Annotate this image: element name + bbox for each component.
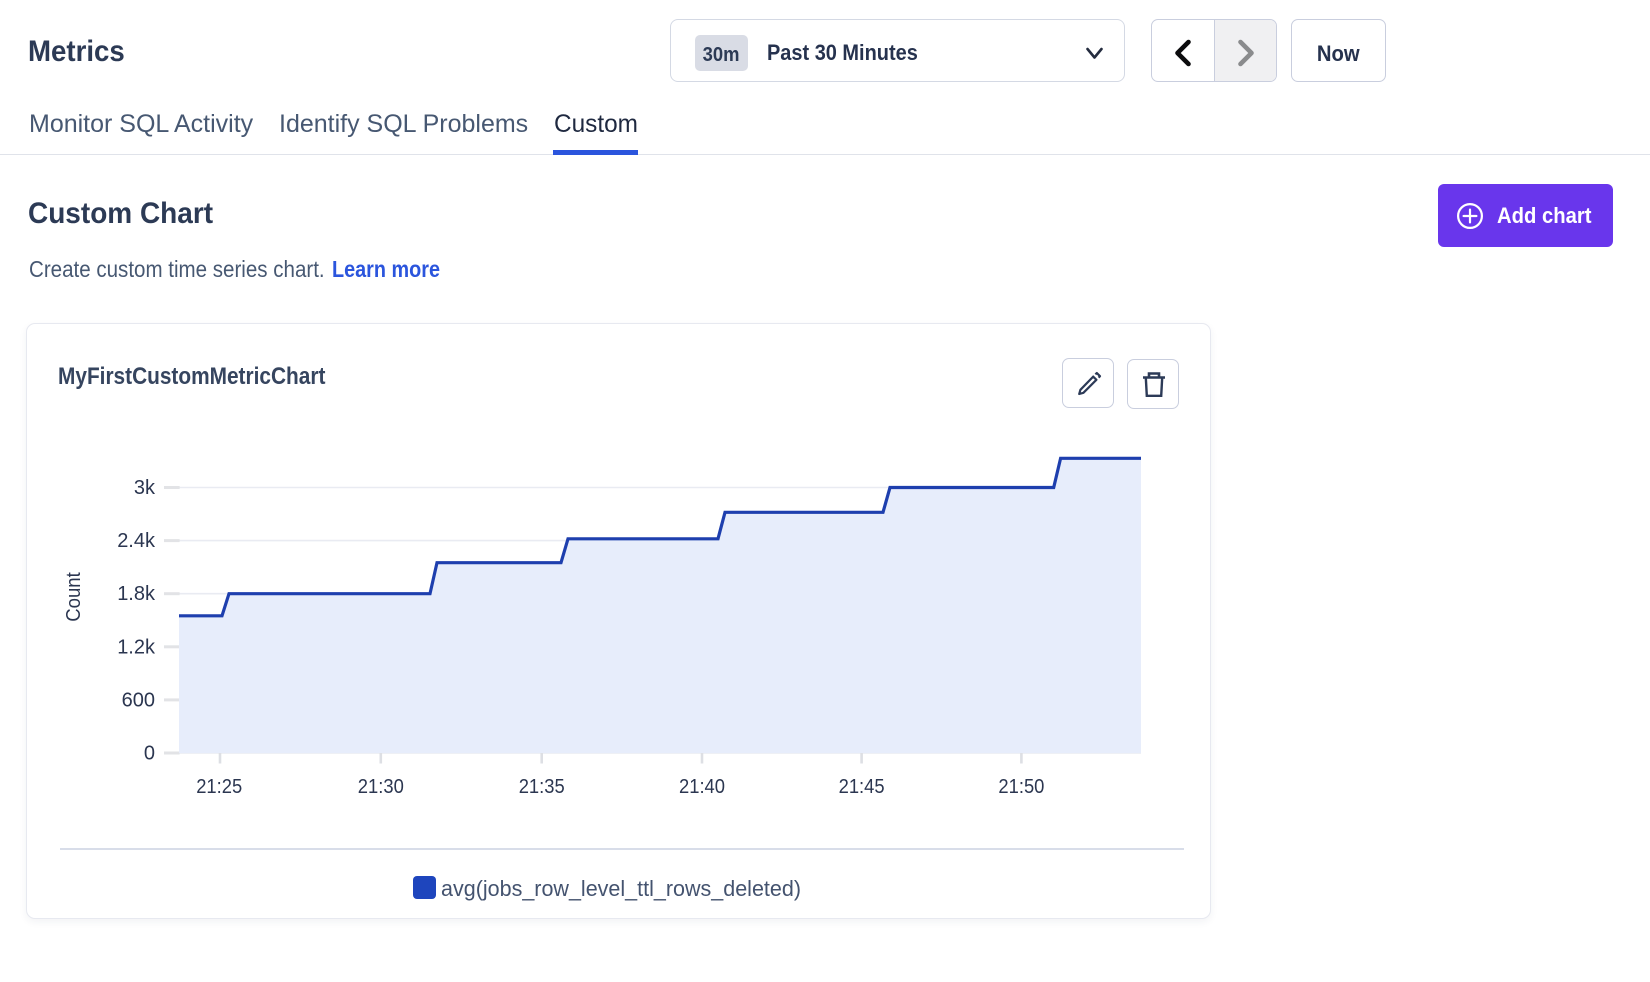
svg-text:2.4k: 2.4k — [117, 530, 156, 552]
svg-text:1.8k: 1.8k — [117, 583, 156, 605]
svg-text:21:45: 21:45 — [839, 776, 885, 798]
svg-text:21:40: 21:40 — [679, 776, 725, 798]
svg-text:1.2k: 1.2k — [117, 636, 156, 658]
svg-text:21:25: 21:25 — [196, 776, 242, 798]
svg-text:21:30: 21:30 — [358, 776, 404, 798]
svg-text:0: 0 — [144, 743, 155, 765]
svg-text:21:35: 21:35 — [519, 776, 565, 798]
svg-text:3k: 3k — [134, 477, 156, 499]
svg-text:Count: Count — [63, 572, 85, 622]
svg-text:600: 600 — [122, 689, 155, 711]
svg-text:21:50: 21:50 — [998, 776, 1044, 798]
